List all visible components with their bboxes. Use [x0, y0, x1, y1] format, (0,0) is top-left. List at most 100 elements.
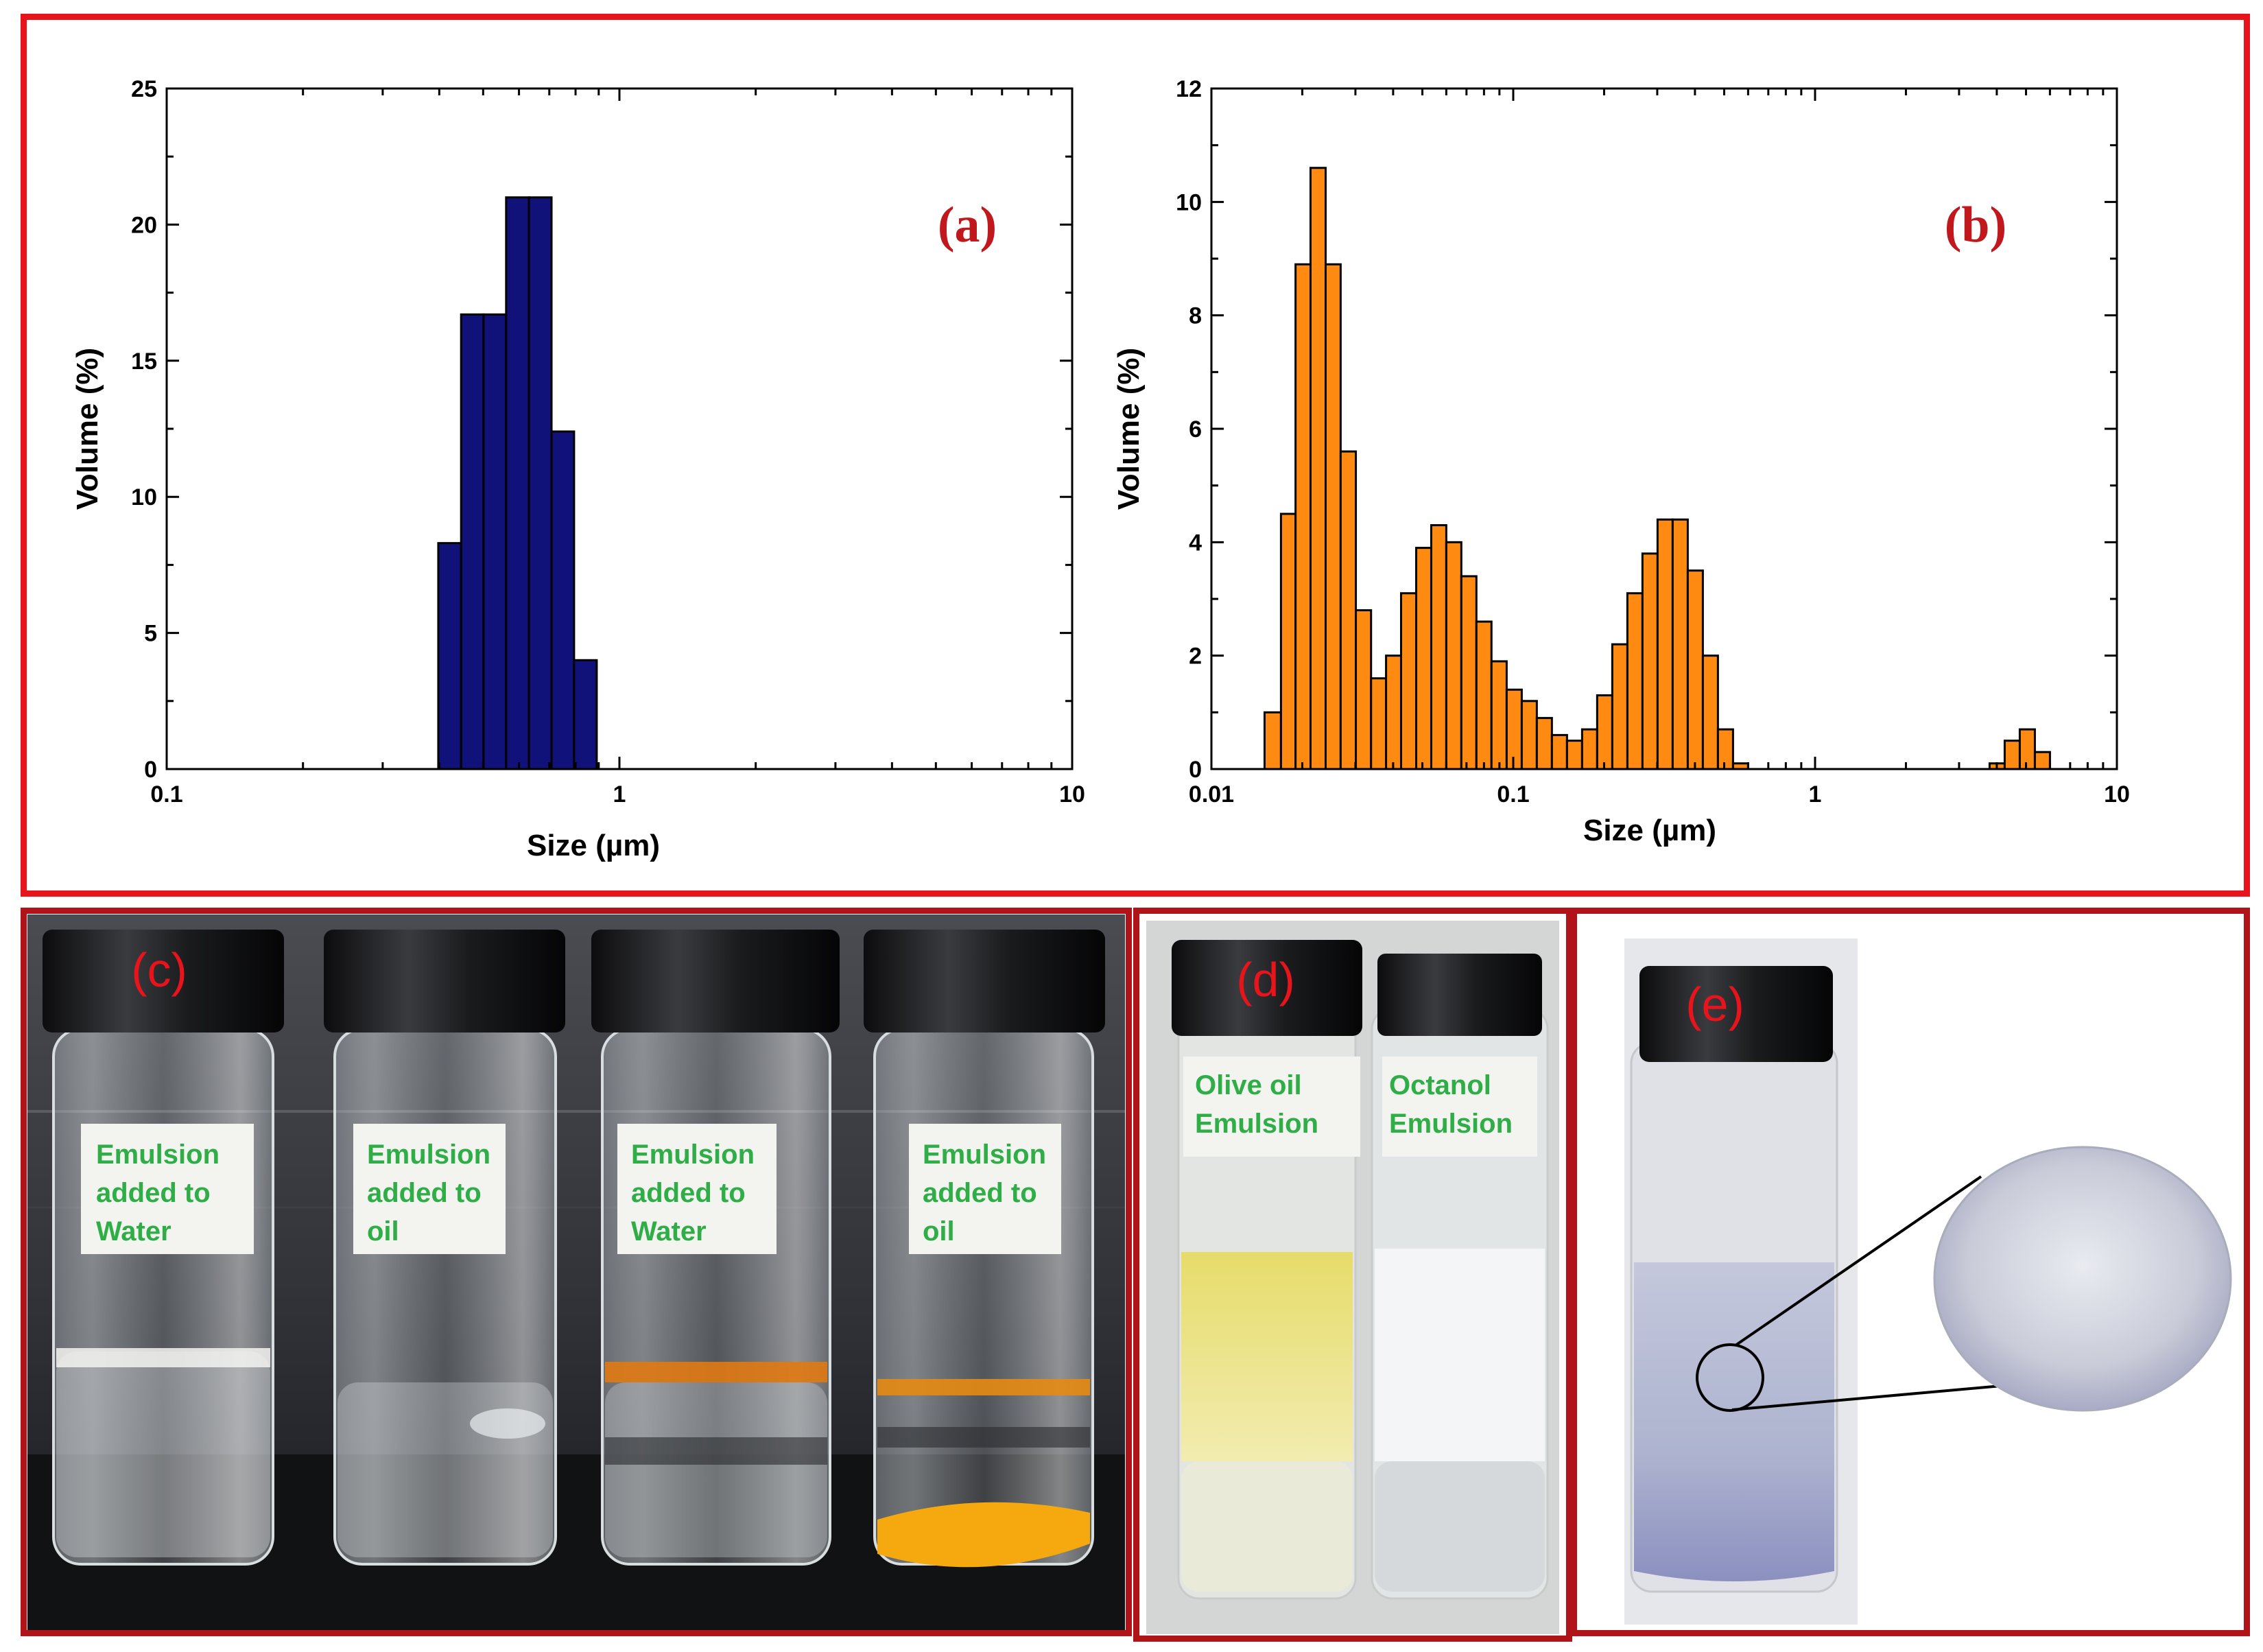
- chart-a-panel-label: (a): [938, 197, 997, 253]
- chart-a-bars: [437, 196, 598, 770]
- chart-1-bar-17: [1520, 700, 1538, 770]
- chart-0-bar-5: [550, 430, 576, 770]
- chart-0-ytick-label: 15: [131, 349, 157, 375]
- vial-olive-oil: (d) Olive oil Emulsion: [1172, 940, 1362, 1600]
- chart-1-bar-2: [1294, 263, 1312, 770]
- photo-panel-e-frame: [1571, 908, 2250, 1636]
- chart-1-bar-22: [1596, 694, 1613, 770]
- chart-1-bar-26: [1656, 518, 1674, 770]
- chart-0-xtick-label: 0.1: [150, 781, 182, 807]
- panel-c-label: (c): [131, 943, 187, 997]
- chart-1-xtick-label: 0.01: [1189, 781, 1234, 807]
- chart-a-xlabel: Size (µm): [527, 829, 660, 862]
- chart-1-bar-12: [1445, 541, 1462, 770]
- chart-1-bar-0: [1263, 711, 1282, 770]
- chart-1-xtick-label: 1: [1809, 781, 1822, 807]
- chart-1-bar-29: [1701, 654, 1719, 770]
- chart-1-bar-49: [2003, 740, 2021, 770]
- vial-2-label: Emulsion added to oil: [367, 1140, 498, 1247]
- vial-4: Emulsion added to oil: [864, 930, 1105, 1568]
- chart-1-bar-25: [1641, 552, 1659, 770]
- chart-1-bar-10: [1415, 547, 1432, 770]
- chart-0-ytick-label: 10: [131, 484, 157, 510]
- chart-1-bar-19: [1550, 733, 1568, 770]
- chart-b-ticks: 0 2 4 6 8 10 12 0.01 0.1 1 10: [1176, 76, 2130, 807]
- chart-1-bar-6: [1355, 609, 1373, 770]
- zoom-inset: [1933, 1146, 2232, 1412]
- chart-0-xtick-label: 1: [613, 781, 626, 807]
- vial-2: Emulsion added to oil: [324, 930, 565, 1566]
- vial-3: Emulsion added to Water: [591, 930, 840, 1566]
- zoom-source-circle: [1696, 1343, 1764, 1412]
- chart-b-panel-label: (b): [1945, 197, 2006, 253]
- vial-olive-label: Olive oil Emulsion: [1195, 1070, 1318, 1139]
- chart-0-ytick-label: 25: [131, 76, 157, 102]
- chart-1-bar-11: [1430, 524, 1447, 770]
- chart-0-bar-0: [437, 542, 462, 770]
- chart-0-bar-4: [528, 196, 553, 770]
- chart-b-bars: [1263, 167, 2051, 770]
- photo-panel-c-frame: [21, 908, 1132, 1636]
- chart-a: 0 5 10 15 20 25 0.1 1 10 Volume (%) Size (µm) (a…: [71, 76, 1085, 862]
- chart-0-bar-6: [573, 659, 598, 770]
- panel-e-label: (e): [1685, 978, 1744, 1031]
- chart-1-ytick-label: 10: [1176, 189, 1202, 215]
- chart-1-bar-51: [2033, 751, 2051, 770]
- chart-1-ytick-label: 2: [1189, 644, 1202, 670]
- chart-0-bar-2: [482, 313, 508, 770]
- vial-1-label: Emulsion added to Water: [96, 1140, 227, 1247]
- vial-blue: (e): [1630, 966, 1838, 1593]
- chart-a-ticks: 0 5 10 15 20 25 0.1 1 10: [131, 76, 1085, 807]
- panel-d-label: (d): [1236, 953, 1295, 1006]
- photo-c: (c) Emulsion added to Water Emulsion adde…: [27, 914, 1125, 1630]
- chart-panel-frame: [21, 14, 2250, 897]
- chart-1-ytick-label: 12: [1176, 76, 1202, 102]
- chart-1-bar-7: [1370, 677, 1388, 770]
- chart-b-ylabel: Volume (%): [1112, 348, 1146, 510]
- vial-3-label: Emulsion added to Water: [631, 1140, 762, 1247]
- chart-1-ytick-label: 4: [1189, 530, 1202, 556]
- chart-b: 0 2 4 6 8 10 12 0.01 0.1 1 10 Volume (%) Size (µm)…: [1112, 76, 2130, 847]
- chart-a-ylabel: Volume (%): [71, 348, 104, 510]
- chart-1-bar-21: [1580, 728, 1598, 770]
- chart-1-bar-4: [1324, 263, 1342, 770]
- chart-1-bar-15: [1490, 660, 1508, 770]
- photo-panel-d-frame: [1133, 908, 1572, 1642]
- chart-1-bar-30: [1716, 728, 1734, 770]
- chart-1-xtick-label: 10: [2104, 781, 2130, 807]
- chart-a-plot-area: [165, 87, 1074, 770]
- chart-1-bar-9: [1399, 592, 1418, 770]
- vial-4-label: Emulsion added to oil: [923, 1140, 1054, 1247]
- zoom-line-upper: [1734, 1175, 1982, 1347]
- vial-1: (c) Emulsion added to Water: [43, 930, 284, 1566]
- chart-1-bar-14: [1475, 620, 1493, 770]
- chart-1-bar-23: [1611, 643, 1628, 770]
- chart-0-ytick-label: 5: [144, 621, 157, 647]
- chart-1-bar-13: [1460, 575, 1478, 770]
- chart-1-bar-27: [1671, 518, 1689, 770]
- vial-octanol: Octanol Emulsion: [1371, 954, 1549, 1600]
- chart-1-ytick-label: 6: [1189, 416, 1202, 442]
- chart-1-bar-1: [1279, 512, 1297, 770]
- chart-0-xtick-label: 10: [1059, 781, 1085, 807]
- photo-e: (e): [1624, 939, 2232, 1625]
- chart-1-ytick-label: 0: [1189, 757, 1202, 783]
- chart-0-ytick-label: 0: [144, 757, 157, 783]
- chart-0-bar-1: [460, 313, 485, 770]
- chart-b-xlabel: Size (µm): [1583, 814, 1716, 847]
- chart-1-xtick-label: 0.1: [1497, 781, 1529, 807]
- chart-1-bar-50: [2018, 728, 2036, 770]
- chart-1-bar-20: [1565, 740, 1583, 770]
- chart-1-bar-3: [1309, 167, 1327, 770]
- chart-1-ytick-label: 8: [1189, 303, 1202, 329]
- chart-1-bar-24: [1626, 592, 1644, 770]
- vial-octanol-label: Octanol Emulsion: [1389, 1070, 1513, 1139]
- chart-1-bar-8: [1385, 654, 1402, 770]
- chart-1-bar-5: [1339, 450, 1358, 770]
- photo-d: (d) Olive oil Emulsion Octanol Emulsion: [1146, 921, 1559, 1634]
- chart-1-bar-28: [1686, 569, 1704, 770]
- chart-0-bar-3: [505, 196, 530, 770]
- chart-0-ytick-label: 20: [131, 212, 157, 238]
- chart-1-bar-18: [1535, 717, 1553, 770]
